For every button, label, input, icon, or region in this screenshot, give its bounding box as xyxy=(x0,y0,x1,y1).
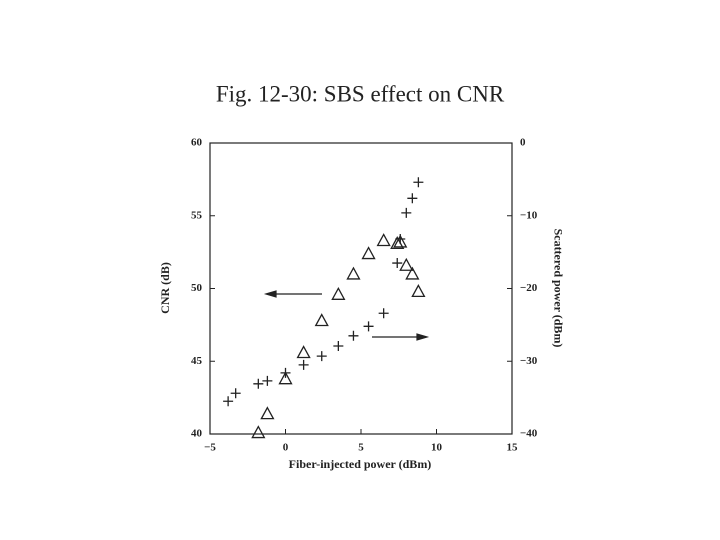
point xyxy=(346,266,361,280)
point xyxy=(278,371,293,385)
y2-tick-label: 0 xyxy=(520,137,526,149)
y-tick-label: 45 xyxy=(191,355,203,367)
point xyxy=(253,378,264,389)
point xyxy=(392,258,403,269)
arrows xyxy=(263,290,430,341)
point xyxy=(401,207,412,218)
point xyxy=(333,340,344,351)
arrow-head xyxy=(263,290,277,298)
y2-tick-label: −40 xyxy=(520,428,538,440)
point xyxy=(361,246,376,260)
point xyxy=(376,233,391,247)
plot-frame xyxy=(209,142,513,435)
y-tick-label: 50 xyxy=(191,282,203,294)
point xyxy=(223,396,234,407)
y2-axis-label: Scattered power (dBm) xyxy=(551,229,565,348)
point xyxy=(331,286,346,300)
point xyxy=(230,388,241,399)
x-tick-label: 0 xyxy=(283,442,289,454)
y-tick-label: 40 xyxy=(191,428,203,440)
point xyxy=(314,313,329,327)
point xyxy=(407,193,418,204)
y-axis-label: CNR (dB) xyxy=(158,262,172,314)
point xyxy=(413,177,424,188)
chart-title: Fig. 12-30: SBS effect on CNR xyxy=(216,81,505,106)
x-tick-label: 10 xyxy=(431,442,443,454)
y2-tick-label: −10 xyxy=(520,209,538,221)
x-tick-label: 5 xyxy=(358,442,364,454)
point xyxy=(251,425,266,439)
x-tick-label: −5 xyxy=(204,442,216,454)
y2-tick-label: −20 xyxy=(520,282,538,294)
y-tick-label: 55 xyxy=(191,209,203,221)
point xyxy=(395,234,406,245)
point xyxy=(262,375,273,386)
point xyxy=(363,321,374,332)
point xyxy=(280,367,291,378)
point xyxy=(393,234,408,248)
point xyxy=(411,284,426,298)
point xyxy=(296,345,311,359)
point xyxy=(316,351,327,362)
x-axis-label: Fiber-injected power (dBm) xyxy=(289,457,432,471)
y2-tick-label: −30 xyxy=(520,355,538,367)
point xyxy=(348,330,359,341)
x-tick-label: 15 xyxy=(507,442,519,454)
arrow-head xyxy=(416,333,430,341)
y-tick-label: 60 xyxy=(191,137,203,149)
point xyxy=(378,308,389,319)
point xyxy=(260,406,275,420)
point xyxy=(298,359,309,370)
point xyxy=(399,257,414,271)
point xyxy=(405,266,420,280)
